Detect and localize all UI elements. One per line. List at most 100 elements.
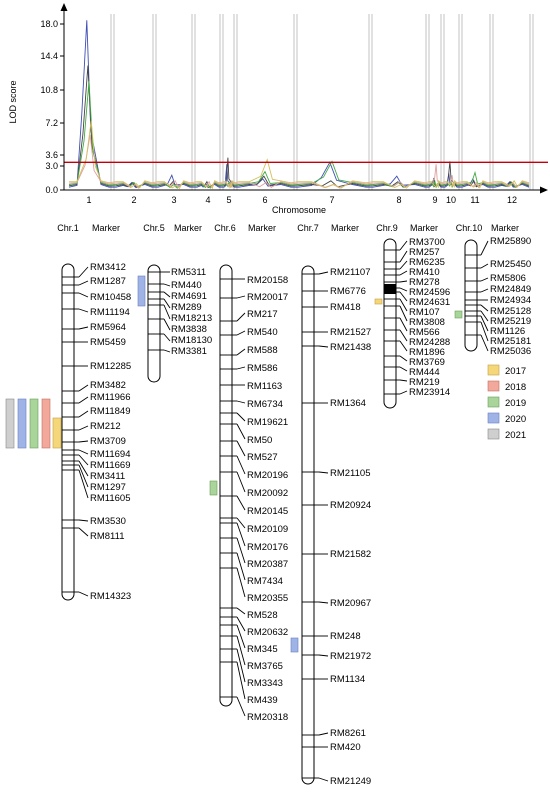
marker-label: RM20387	[247, 559, 288, 570]
marker-label: RM1287	[90, 276, 126, 287]
marker-label: RM5806	[490, 273, 526, 284]
marker-label: RM566	[409, 327, 440, 338]
marker-header: Marker	[491, 223, 519, 233]
marker-label: RM4691	[171, 291, 207, 302]
marker-label: RM1297	[90, 482, 126, 493]
marker-label: RM21972	[330, 651, 371, 662]
marker-label: RM21527	[330, 327, 371, 338]
marker-label: RM8261	[330, 728, 366, 739]
qtl-box-2018	[41, 398, 51, 449]
x-tick-label: 9	[432, 195, 437, 205]
marker-label: RM217	[247, 309, 278, 320]
chr5-markers: RM5311 RM440 RM4691 RM289 RM18213 RM3838…	[171, 267, 212, 357]
marker-label: RM345	[247, 644, 278, 655]
chr5-header: Chr.5	[143, 223, 165, 233]
y-tick-label: 3.0	[45, 161, 58, 171]
legend-label: 2019	[505, 398, 526, 409]
marker-label: RM21105	[330, 468, 371, 479]
marker-label: RM19621	[247, 417, 288, 428]
marker-label: RM3808	[409, 317, 445, 328]
chromosome-bar	[147, 264, 161, 383]
marker-label: RM418	[330, 302, 361, 313]
marker-label: RM25128	[490, 306, 531, 317]
marker-label: RM444	[409, 367, 440, 378]
marker-label: RM11669	[90, 460, 131, 471]
qtl-box-2017	[52, 417, 62, 449]
legend-swatch-2020	[487, 412, 500, 424]
marker-label: RM14323	[90, 591, 131, 602]
marker-label: RM18130	[171, 335, 212, 346]
marker-label: RM10458	[90, 292, 131, 303]
y-tick-label: 7.2	[45, 118, 58, 128]
marker-label: RM20109	[247, 524, 288, 535]
marker-label: RM527	[247, 452, 278, 463]
chr1-markers: RM3412 RM1287 RM10458 RM11194 RM5964 RM5…	[90, 262, 131, 602]
marker-label: RM21107	[330, 267, 371, 278]
marker-label: RM588	[247, 345, 278, 356]
qtl-box-2019	[454, 310, 463, 319]
qtl-box-2020	[17, 398, 27, 449]
marker-label: RM50	[247, 435, 272, 446]
chr6-markers: RM20158 RM20017 RM217 RM540 RM588 RM586 …	[247, 275, 288, 723]
chr7-markers: RM21107 RM6776 RM418 RM21527 RM21438 RM1…	[330, 267, 371, 787]
marker-label: RM25219	[490, 316, 531, 327]
qtl-box-2019	[29, 398, 39, 449]
marker-label: RM11605	[90, 493, 131, 504]
marker-label: RM20196	[247, 470, 288, 481]
y-axis-arrow-icon	[60, 3, 68, 11]
marker-label: RM5311	[171, 267, 206, 278]
marker-header: Marker	[92, 223, 120, 233]
marker-label: RM24631	[409, 297, 450, 308]
marker-label: RM3700	[409, 237, 445, 248]
marker-label: RM586	[247, 363, 278, 374]
marker-header: Marker	[331, 223, 359, 233]
marker-label: RM18213	[171, 313, 212, 324]
marker-label: RM6235	[409, 257, 445, 268]
marker-label: RM212	[90, 421, 121, 432]
legend-swatch-2021	[487, 428, 500, 440]
marker-label: RM278	[409, 277, 440, 288]
marker-label: RM25036	[490, 346, 531, 357]
marker-label: RM540	[247, 327, 278, 338]
marker-label: RM20145	[247, 506, 288, 517]
legend-label: 2020	[505, 414, 526, 425]
marker-label: RM1163	[247, 381, 282, 392]
legend-label: 2017	[505, 366, 526, 377]
marker-label: RM11966	[90, 392, 131, 403]
x-tick-label: 2	[131, 195, 136, 205]
chr9-markers: RM3700 RM257 RM6235 RM410 RM278 RM24596 …	[409, 237, 450, 398]
lod-plot: 0.0 3.0 3.6 7.2 10.8 14.4 18.0 LOD score…	[8, 3, 548, 215]
marker-label: RM439	[247, 695, 278, 706]
marker-label: RM6776	[330, 286, 366, 297]
marker-label: RM3765	[247, 661, 283, 672]
x-tick-label: 4	[205, 195, 210, 205]
x-ticks: 1 2 3 4 5 6 7 8 9 10 11 12	[86, 195, 517, 205]
marker-label: RM6734	[247, 399, 283, 410]
x-axis-arrow-icon	[540, 186, 548, 194]
marker-label: RM24849	[490, 284, 531, 295]
marker-label: RM3381	[171, 346, 207, 357]
marker-label: RM11194	[90, 307, 130, 318]
marker-label: RM3709	[90, 436, 126, 447]
marker-label: RM5459	[90, 337, 126, 348]
marker-label: RM3530	[90, 516, 126, 527]
marker-label: RM24934	[490, 295, 531, 306]
lod-curves	[68, 20, 530, 190]
linkage-map-headers: Chr.1 Marker Chr.5 Marker Chr.6 Marker C…	[57, 223, 519, 233]
marker-label: RM3769	[409, 357, 445, 368]
marker-label: RM20176	[247, 542, 288, 553]
chromosome-separators	[110, 14, 534, 190]
legend-swatch-2019	[487, 396, 500, 408]
chromosome-9: RM3700 RM257 RM6235 RM410 RM278 RM24596 …	[374, 237, 450, 409]
lod-series-line	[68, 134, 530, 189]
marker-label: RM107	[409, 307, 440, 318]
chromosome-5: RM5311 RM440 RM4691 RM289 RM18213 RM3838…	[137, 264, 212, 383]
marker-label: RM25450	[490, 259, 531, 270]
legend-swatch-2018	[487, 380, 500, 392]
marker-label: RM21582	[330, 549, 371, 560]
marker-header: Marker	[410, 223, 438, 233]
lod-series-line	[69, 120, 530, 190]
marker-header: Marker	[248, 223, 276, 233]
marker-label: RM248	[330, 631, 361, 642]
